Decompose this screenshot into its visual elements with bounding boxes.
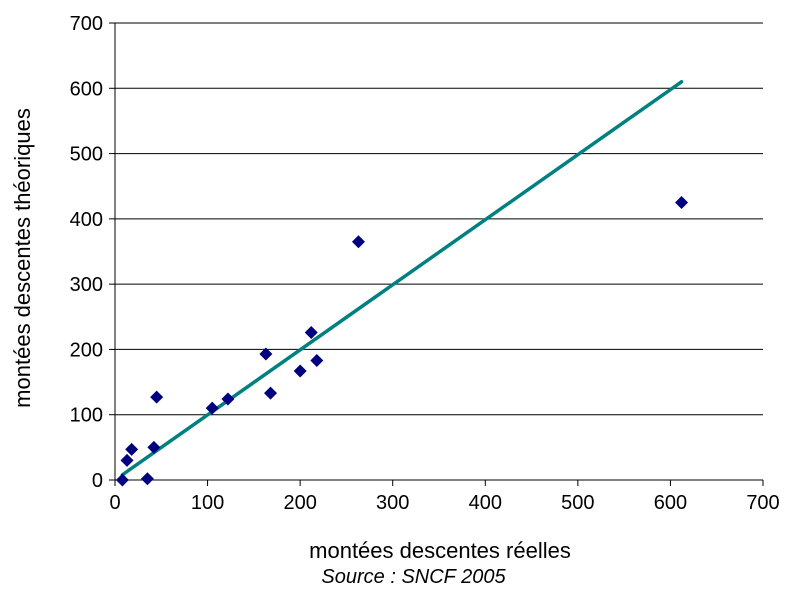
x-tick-label-700: 700 — [746, 492, 779, 514]
data-point-11 — [304, 325, 318, 339]
data-point-6 — [205, 401, 219, 415]
data-points — [115, 196, 689, 487]
data-point-4 — [147, 440, 161, 454]
data-point-9 — [264, 386, 278, 400]
x-tick-label-400: 400 — [469, 492, 502, 514]
data-point-10 — [293, 364, 307, 378]
y-tick-label-0: 0 — [92, 470, 103, 492]
data-point-13 — [351, 235, 365, 249]
data-point-1 — [120, 453, 134, 467]
y-tick-label-200: 200 — [70, 339, 103, 361]
x-axis-title: montées descentes réelles — [309, 538, 571, 563]
x-tick-label-500: 500 — [561, 492, 594, 514]
data-point-5 — [150, 390, 164, 404]
x-tick-label-0: 0 — [109, 492, 120, 514]
y-tick-label-600: 600 — [70, 78, 103, 100]
x-tick-label-100: 100 — [191, 492, 224, 514]
data-point-12 — [310, 354, 324, 368]
y-tick-label-300: 300 — [70, 274, 103, 296]
data-point-8 — [259, 347, 273, 361]
gridlines — [115, 22, 763, 416]
trendline — [120, 80, 684, 477]
y-tick-label-400: 400 — [70, 209, 103, 231]
data-point-7 — [221, 392, 235, 406]
y-tick-label-500: 500 — [70, 144, 103, 166]
x-tick-label-600: 600 — [654, 492, 687, 514]
y-tick-label-700: 700 — [70, 13, 103, 35]
y-tick-label-100: 100 — [70, 405, 103, 427]
y-tick-labels: 0 100 200 300 400 500 600 700 — [70, 13, 103, 492]
y-axis-title: montées descentes théoriques — [10, 108, 35, 408]
data-point-14 — [675, 196, 689, 210]
x-tick-label-300: 300 — [376, 492, 409, 514]
source-caption: Source : SNCF 2005 — [321, 566, 506, 588]
x-tick-labels: 0 100 200 300 400 500 600 700 — [109, 492, 779, 514]
axes — [109, 22, 764, 486]
x-tick-label-200: 200 — [283, 492, 316, 514]
data-point-0 — [115, 473, 129, 487]
data-point-3 — [140, 472, 154, 486]
trendline-group — [120, 80, 684, 477]
data-point-2 — [125, 442, 139, 456]
